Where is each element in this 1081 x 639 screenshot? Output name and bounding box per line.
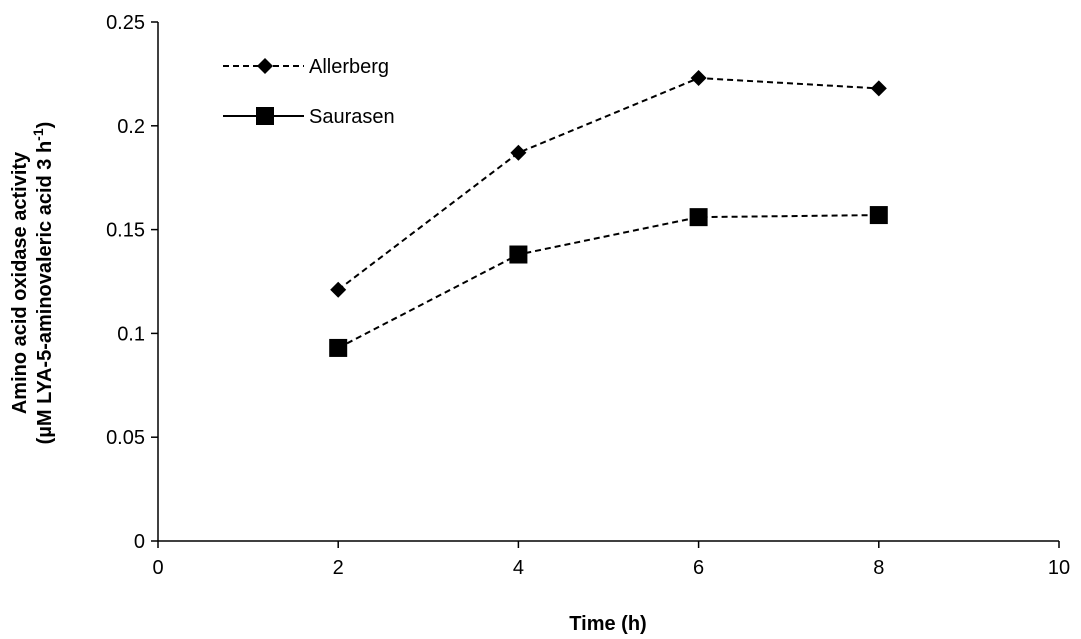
y-axis-title-line2-sup: -1	[30, 128, 46, 141]
x-tick-label: 4	[513, 557, 524, 579]
x-tick-label: 0	[152, 557, 163, 579]
y-tick-label: 0	[134, 531, 145, 553]
y-tick-label: 0.2	[117, 116, 145, 138]
y-tick-label: 0.15	[106, 220, 145, 242]
x-tick-label: 2	[333, 557, 344, 579]
x-tick-label: 6	[693, 557, 704, 579]
series-allerberg	[330, 70, 887, 298]
y-axis-title-line2: (µM LYA-5-aminovaleric acid 3 h-1)	[30, 122, 56, 445]
x-axis-title: Time (h)	[569, 613, 646, 635]
series-line-saurasen	[337, 214, 879, 349]
y-tick-label: 0.1	[117, 323, 145, 345]
x-ticks: 0 2 4 6 8 10	[152, 541, 1070, 579]
series-line-allerberg	[337, 77, 879, 291]
legend: Allerberg Saurasen	[223, 56, 395, 128]
data-point-saurasen	[329, 338, 348, 357]
data-point-saurasen	[689, 208, 708, 227]
y-axis-title-line2-suffix: )	[34, 122, 56, 129]
y-ticks: 0 0.05 0.1 0.15 0.2 0.25	[106, 12, 158, 553]
data-point-saurasen	[509, 245, 528, 264]
data-point-saurasen	[869, 206, 888, 225]
legend-label-saurasen: Saurasen	[309, 106, 395, 128]
series-saurasen	[329, 206, 888, 357]
y-axis-title-line2-prefix: (µM LYA-5-aminovaleric acid 3 h	[34, 141, 56, 445]
axes	[157, 22, 1059, 542]
data-point-allerberg	[330, 281, 347, 298]
legend-label-allerberg: Allerberg	[309, 56, 389, 78]
x-tick-label: 10	[1048, 557, 1070, 579]
data-point-allerberg	[510, 144, 527, 161]
legend-marker-saurasen	[256, 107, 274, 125]
y-axis-title: Amino acid oxidase activity (µM LYA-5-am…	[9, 122, 56, 445]
series-layer	[329, 70, 888, 357]
data-point-allerberg	[690, 70, 707, 87]
data-point-allerberg	[870, 80, 887, 97]
legend-marker-allerberg	[257, 58, 273, 74]
y-axis-title-line1: Amino acid oxidase activity	[9, 151, 31, 414]
y-tick-label: 0.05	[106, 427, 145, 449]
x-tick-label: 8	[873, 557, 884, 579]
y-tick-label: 0.25	[106, 12, 145, 34]
